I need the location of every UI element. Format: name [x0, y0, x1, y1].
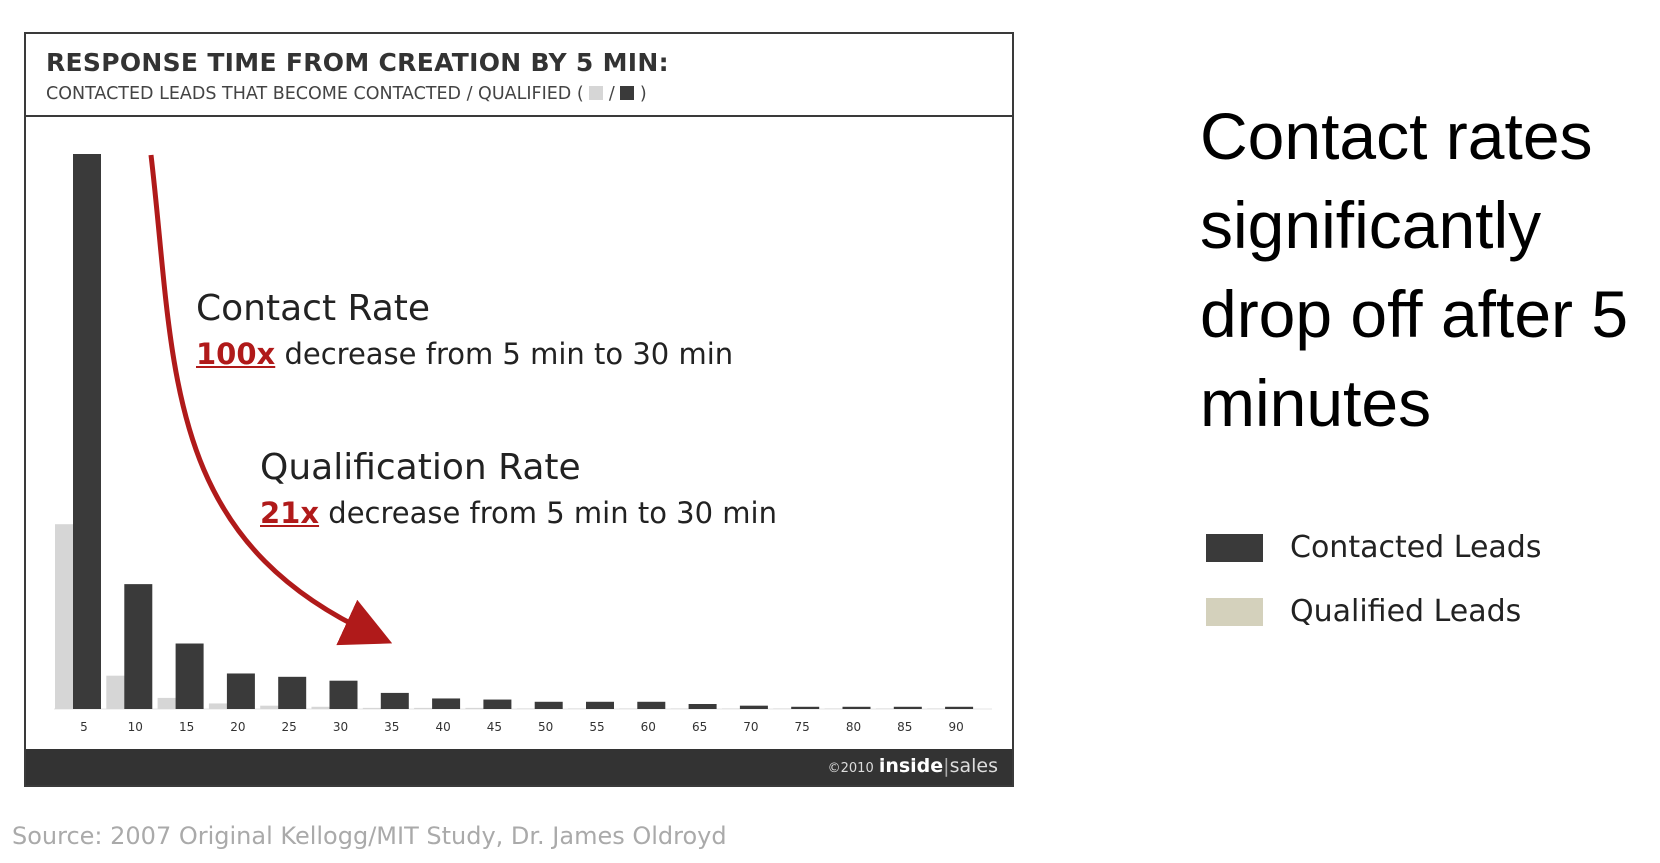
- footer-brand: ©2010 inside|sales: [828, 755, 998, 777]
- bar-qualified-75: [773, 708, 802, 709]
- x-tick-label-45: 45: [487, 720, 502, 734]
- x-tick-label-90: 90: [948, 720, 963, 734]
- qualification-rate-title: Qualification Rate: [260, 447, 581, 488]
- contact-rate-title: Contact Rate: [196, 288, 431, 329]
- bar-qualified-50: [516, 708, 545, 709]
- bar-contacted-35: [380, 692, 409, 709]
- bar-qualified-90: [927, 708, 956, 709]
- bar-contacted-20: [226, 673, 255, 709]
- bar-contacted-45: [483, 699, 512, 709]
- qualification-rate-text: decrease from 5 min to 30 min: [328, 496, 777, 530]
- subtitle-separator: /: [608, 84, 615, 104]
- contacted-legend-swatch: [1206, 534, 1263, 562]
- qualified-legend-label: Qualified Leads: [1290, 594, 1522, 629]
- contacted-legend-label: Contacted Leads: [1290, 530, 1542, 565]
- qualified-legend-swatch: [1206, 598, 1263, 626]
- contacted-swatch-small: [620, 86, 635, 100]
- contact-rate-line: 100x decrease from 5 min to 30 min: [196, 337, 733, 371]
- x-tick-label-20: 20: [230, 720, 245, 734]
- bar-chart: 5 10 15 20 25 30 35 40 45 50 55 60 65 70 75 80 85 90: [54, 154, 992, 734]
- bar-qualified-70: [721, 708, 750, 709]
- contact-rate-text: decrease from 5 min to 30 min: [284, 337, 734, 371]
- bar-contacted-65: [688, 704, 717, 709]
- chart-title: RESPONSE TIME FROM CREATION BY 5 MIN:: [46, 48, 669, 77]
- x-tick-label-5: 5: [80, 720, 88, 734]
- x-tick-label-30: 30: [333, 720, 348, 734]
- chart-header: RESPONSE TIME FROM CREATION BY 5 MIN: CO…: [26, 34, 1012, 117]
- brand-logo-inside: inside: [878, 755, 944, 777]
- bar-qualified-45: [465, 707, 494, 709]
- bar-qualified-60: [619, 708, 648, 709]
- bar-qualified-30: [311, 706, 340, 709]
- bar-contacted-80: [842, 706, 871, 709]
- bar-contacted-60: [637, 701, 666, 709]
- bar-qualified-25: [260, 705, 289, 709]
- bar-contacted-55: [586, 701, 614, 709]
- x-tick-label-70: 70: [743, 720, 758, 734]
- x-tick-label-80: 80: [846, 720, 861, 734]
- x-tick-label-10: 10: [128, 720, 143, 734]
- bar-contacted-30: [329, 680, 358, 709]
- x-tick-label-75: 75: [795, 720, 810, 734]
- bar-contacted-10: [124, 584, 153, 709]
- qualification-rate-multiplier: 21x: [260, 496, 320, 530]
- x-tick-label-35: 35: [384, 720, 399, 734]
- bar-contacted-75: [791, 706, 820, 709]
- x-tick-label-40: 40: [435, 720, 450, 734]
- x-tick-label-50: 50: [538, 720, 553, 734]
- bar-contacted-5: [73, 154, 101, 709]
- x-tick-label-85: 85: [897, 720, 912, 734]
- x-tick-label-15: 15: [179, 720, 194, 734]
- bar-qualified-65: [670, 708, 699, 709]
- source-citation: Source: 2007 Original Kellogg/MIT Study,…: [12, 822, 727, 850]
- x-tick-labels: 5 10 15 20 25 30 35 40 45 50 55 60 65 70 75 80 85 90: [80, 720, 964, 734]
- chart-subtitle: CONTACTED LEADS THAT BECOME CONTACTED / …: [46, 84, 572, 104]
- subtitle-open-paren: (: [576, 84, 584, 104]
- bar-qualified-80: [824, 708, 853, 709]
- brand-logo-separator: |: [943, 755, 950, 777]
- bar-qualified-85: [875, 708, 904, 709]
- qualification-rate-line: 21x decrease from 5 min to 30 min: [260, 496, 777, 530]
- bar-contacted-25: [278, 676, 307, 709]
- bar-contacted-50: [534, 701, 563, 709]
- qualified-swatch-small: [589, 86, 604, 100]
- contact-rate-multiplier: 100x: [196, 337, 276, 371]
- bar-qualified-35: [362, 707, 391, 709]
- bar-qualified-55: [568, 708, 596, 709]
- chart-footer: ©2010 inside|sales: [26, 749, 1012, 785]
- bar-qualified-20: [208, 703, 237, 709]
- chart-panel: RESPONSE TIME FROM CREATION BY 5 MIN: CO…: [24, 32, 1014, 787]
- chart-subtitle-row: CONTACTED LEADS THAT BECOME CONTACTED / …: [46, 84, 647, 104]
- x-tick-label-65: 65: [692, 720, 707, 734]
- bar-contacted-40: [432, 698, 461, 709]
- decay-arrow-icon: [148, 154, 393, 646]
- subtitle-close-paren: ): [639, 84, 647, 104]
- bar-contacted-70: [739, 705, 768, 709]
- bar-contacted-90: [945, 706, 974, 709]
- x-tick-label-25: 25: [282, 720, 297, 734]
- bar-contacted-15: [175, 643, 204, 709]
- x-tick-label-60: 60: [641, 720, 656, 734]
- bar-qualified-40: [414, 707, 443, 709]
- bars-layer: [54, 154, 992, 710]
- bar-contacted-85: [893, 706, 922, 709]
- copyright-text: ©2010: [827, 761, 874, 776]
- x-tick-label-55: 55: [589, 720, 604, 734]
- headline: Contact rates significantly drop off aft…: [1200, 99, 1629, 440]
- bar-qualified-15: [157, 697, 186, 709]
- brand-logo-sales: sales: [949, 755, 998, 777]
